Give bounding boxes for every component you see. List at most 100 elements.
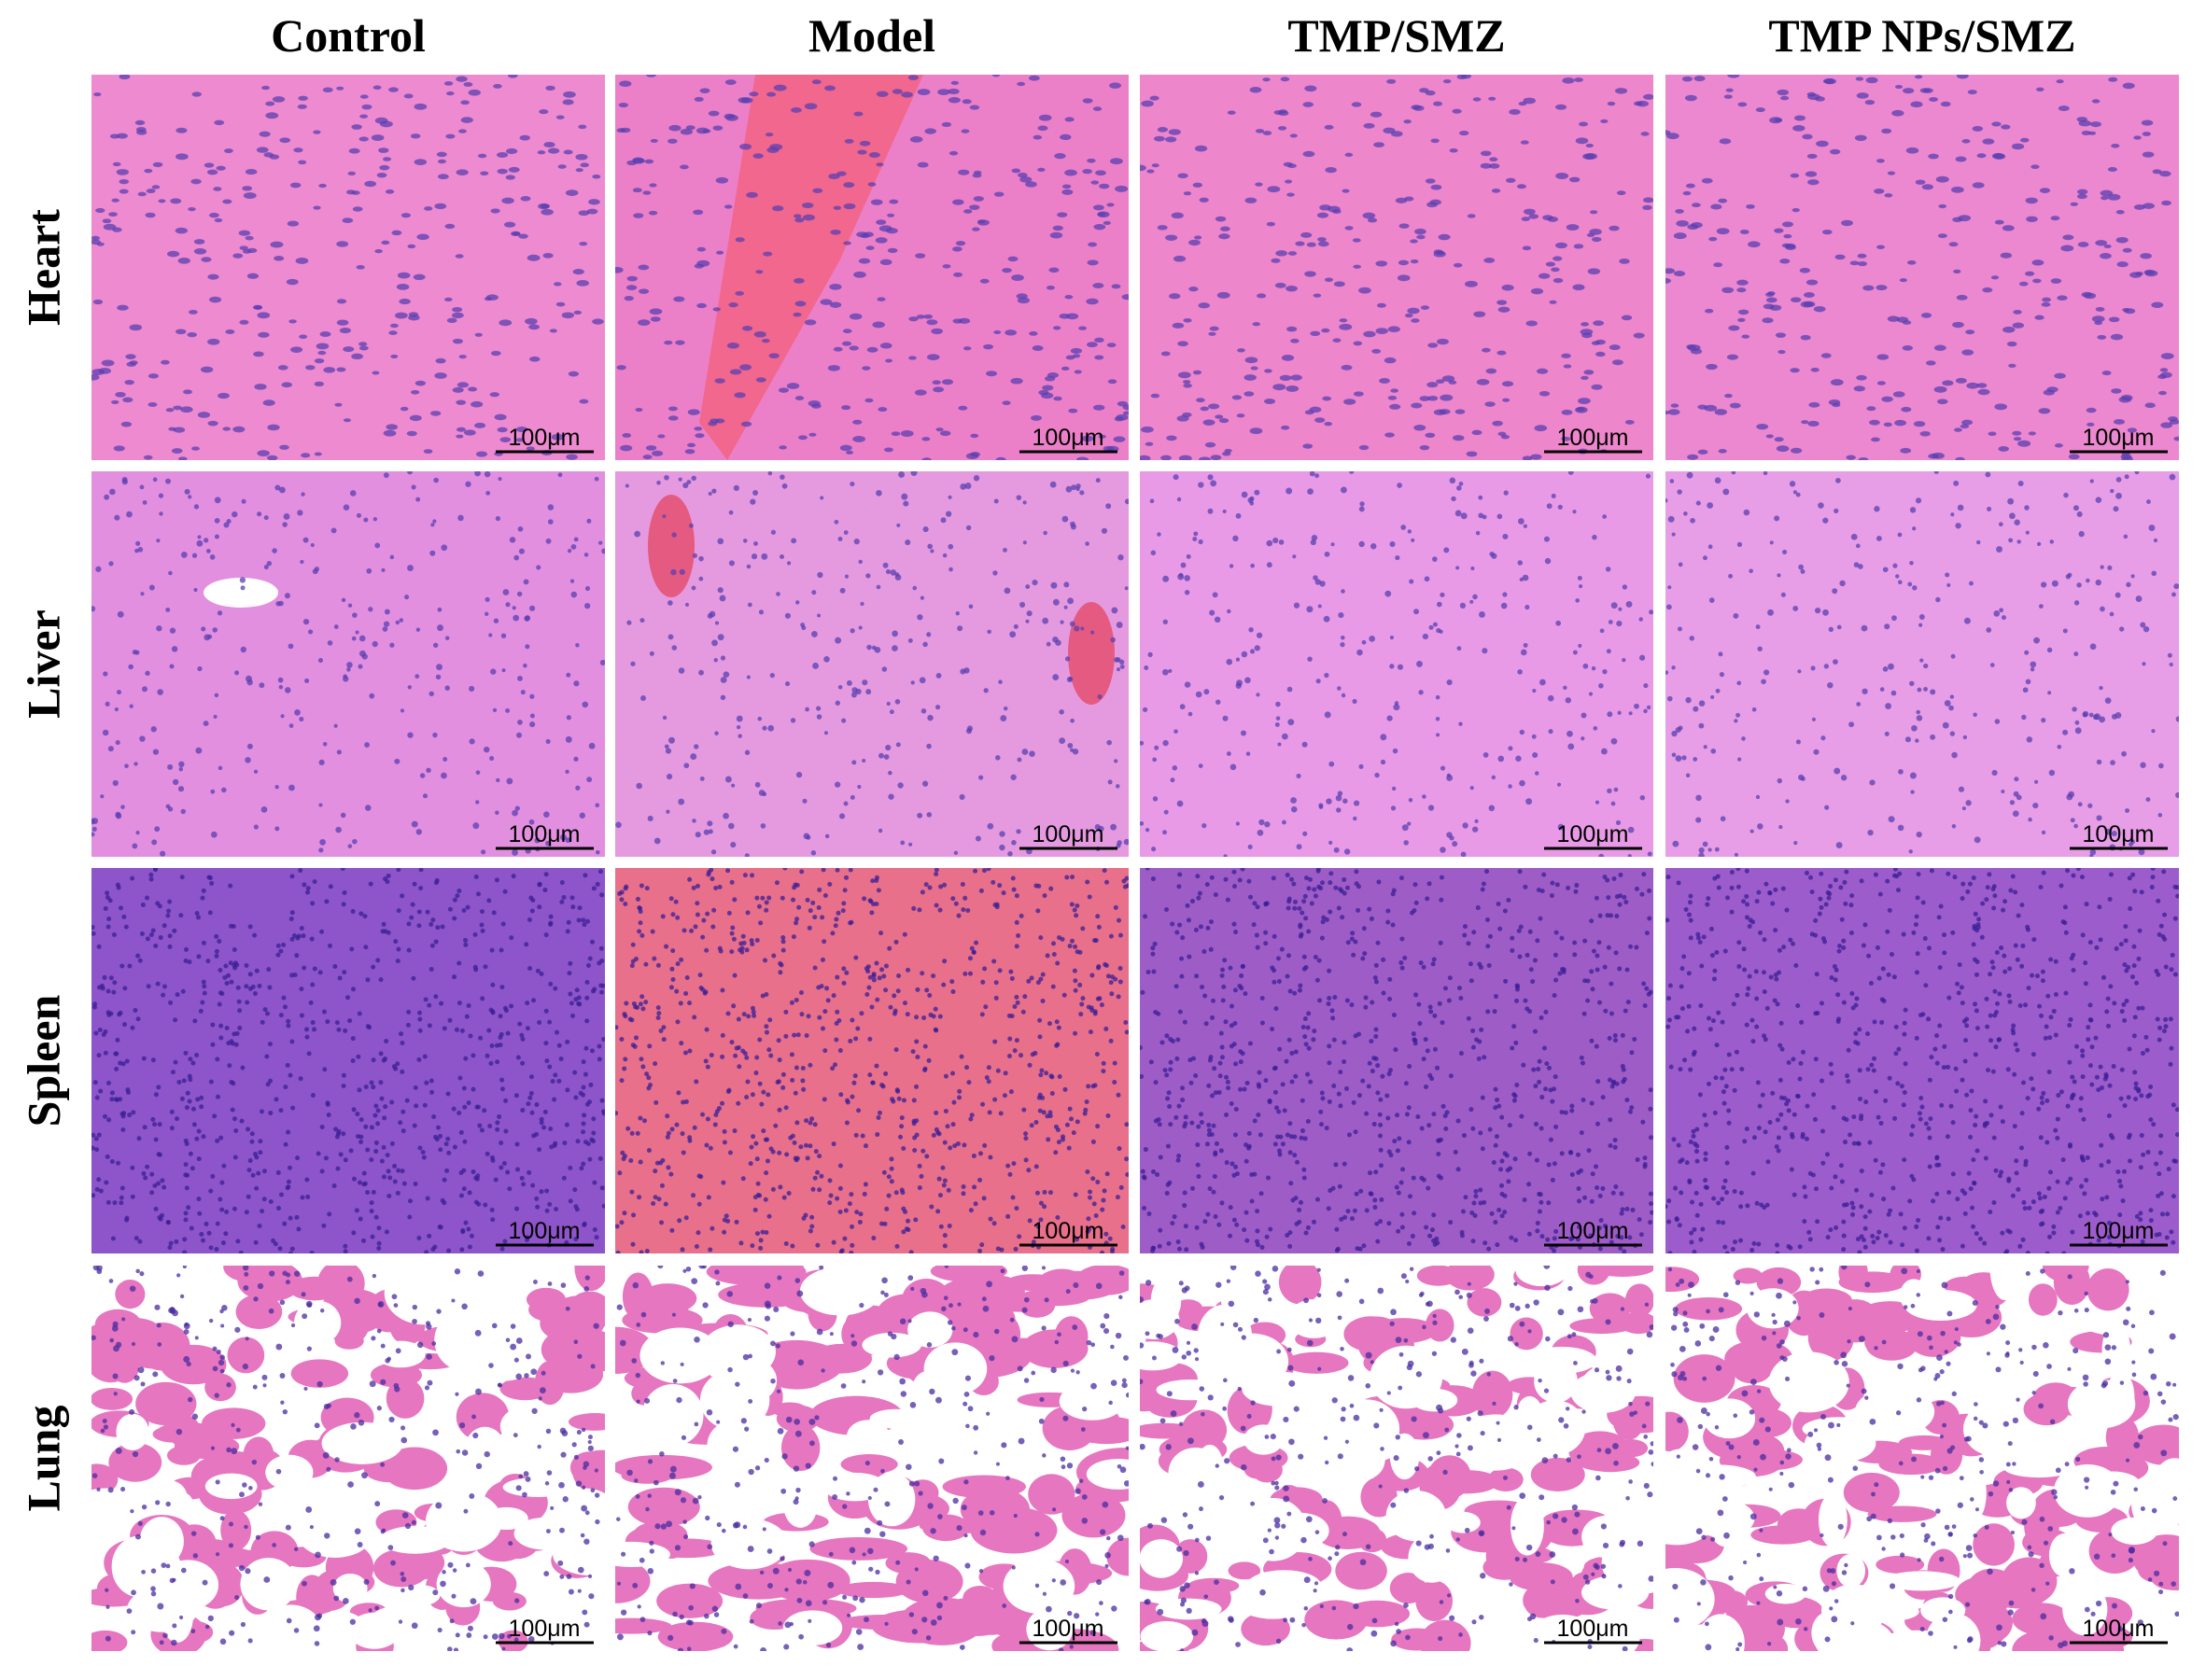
nucleus	[2012, 322, 2025, 329]
nucleus	[874, 960, 879, 966]
nucleus	[350, 909, 356, 915]
nucleus	[722, 1140, 727, 1145]
nucleus	[886, 1174, 892, 1180]
nucleus	[286, 1023, 291, 1029]
nucleus	[1898, 769, 1904, 775]
nucleus	[348, 147, 360, 154]
nucleus	[706, 1195, 711, 1200]
nucleus	[1482, 1199, 1487, 1205]
nucleus	[1546, 503, 1553, 510]
nucleus	[908, 842, 913, 847]
nucleus	[1080, 926, 1086, 931]
nucleus	[993, 191, 1005, 197]
nucleus	[1272, 384, 1286, 391]
nucleus	[627, 1016, 633, 1022]
nucleus	[741, 326, 753, 331]
nucleus	[2151, 729, 2156, 734]
nucleus	[1071, 484, 1077, 491]
nucleus	[1257, 1084, 1262, 1089]
nucleus	[753, 1071, 759, 1076]
nucleus	[200, 1000, 205, 1005]
nucleus	[586, 777, 593, 783]
nucleus	[1199, 197, 1209, 203]
nucleus	[2095, 306, 2105, 312]
nucleus	[1613, 950, 1619, 956]
nucleus	[1681, 76, 1693, 82]
nucleus	[434, 203, 447, 210]
nucleus	[1854, 134, 1867, 142]
nucleus	[1169, 293, 1181, 300]
nucleus	[936, 1176, 942, 1182]
nucleus	[833, 205, 842, 210]
nucleus	[686, 442, 696, 448]
nucleus	[1561, 353, 1571, 358]
nucleus	[152, 1122, 158, 1127]
nucleus	[2145, 797, 2151, 803]
nucleus	[1225, 897, 1230, 903]
nucleus	[973, 868, 978, 874]
nucleus	[723, 671, 730, 678]
nucleus	[992, 903, 998, 908]
nucleus	[1693, 76, 1706, 82]
nucleus	[1707, 544, 1713, 550]
nucleus	[1780, 95, 1790, 101]
nucleus	[1572, 510, 1577, 514]
nucleus	[2096, 815, 2102, 821]
nucleus	[1385, 919, 1391, 925]
nucleus	[1180, 562, 1187, 568]
nucleus	[1049, 231, 1063, 239]
nucleus	[1412, 105, 1425, 111]
nucleus	[1494, 1134, 1499, 1140]
nucleus	[457, 1110, 462, 1115]
nucleus	[328, 884, 333, 889]
nucleus	[475, 451, 488, 457]
nucleus	[615, 1224, 620, 1229]
nucleus	[424, 1250, 429, 1253]
nucleus	[2008, 538, 2014, 543]
nucleus	[1173, 729, 1178, 734]
nucleus	[680, 1131, 685, 1137]
nucleus	[1803, 292, 1815, 298]
nucleus	[346, 662, 353, 668]
nucleus	[1238, 1086, 1244, 1092]
nucleus	[886, 1193, 892, 1198]
nucleus	[105, 701, 110, 707]
nucleus	[1552, 1236, 1557, 1241]
nucleus	[1064, 117, 1075, 122]
nucleus	[848, 868, 853, 873]
nucleus	[235, 985, 241, 990]
nucleus	[1144, 665, 1149, 670]
nucleus	[1714, 409, 1728, 415]
nucleus	[486, 898, 492, 903]
nucleus	[1313, 893, 1318, 899]
nucleus	[1249, 649, 1256, 654]
nucleus	[307, 629, 314, 635]
nucleus	[183, 389, 192, 395]
nucleus	[794, 301, 807, 307]
nucleus	[261, 1197, 267, 1202]
nucleus	[1096, 963, 1102, 969]
nucleus	[1937, 399, 1948, 405]
nucleus	[1086, 1084, 1091, 1089]
nucleus	[1152, 757, 1158, 763]
nucleus	[1687, 454, 1699, 460]
nucleus	[112, 227, 122, 232]
nucleus	[2026, 736, 2033, 743]
nucleus	[1212, 592, 1218, 598]
nucleus	[277, 365, 288, 371]
nucleus	[1616, 190, 1626, 196]
nucleus	[1853, 562, 1860, 567]
nucleus	[1806, 91, 1817, 97]
nucleus	[398, 1120, 403, 1126]
nucleus	[720, 1032, 725, 1038]
nucleus	[875, 1132, 880, 1138]
nucleus	[720, 1054, 725, 1059]
nucleus	[1102, 1188, 1107, 1194]
nucleus	[635, 1130, 640, 1136]
nucleus	[396, 868, 401, 873]
nucleus	[374, 542, 381, 549]
nucleus	[717, 538, 724, 545]
nucleus	[1154, 745, 1159, 750]
nucleus	[190, 1166, 195, 1171]
nucleus	[1814, 608, 1821, 614]
